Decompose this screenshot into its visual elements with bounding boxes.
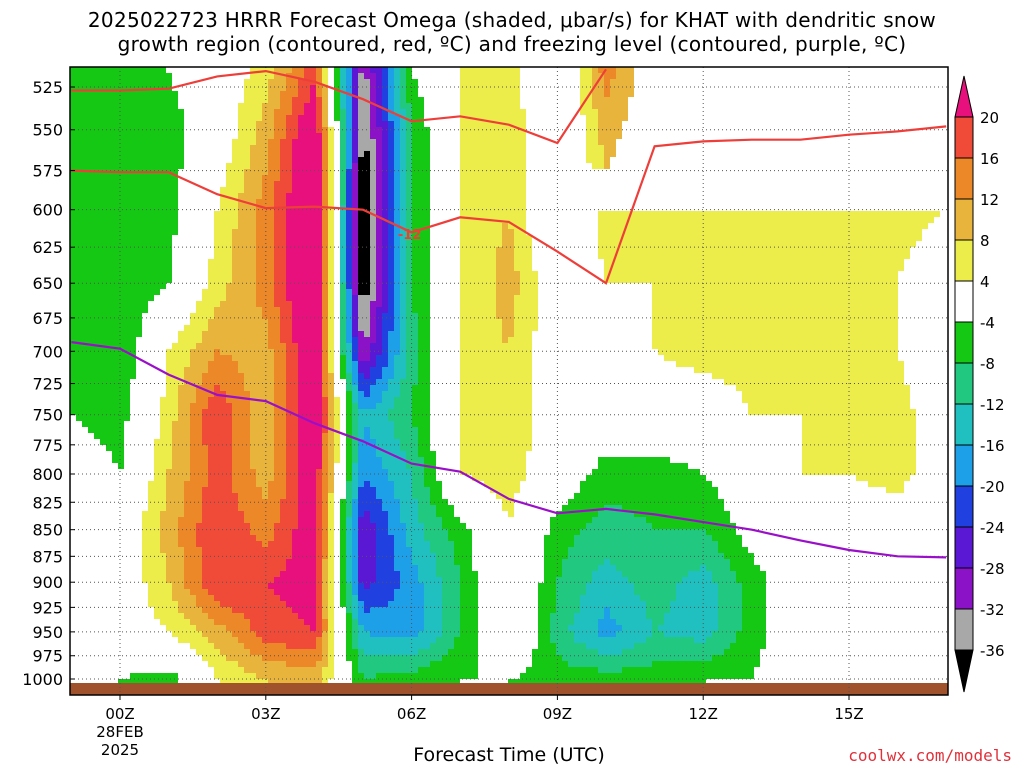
colorbar-label: 4 [980, 273, 990, 291]
chart-title: 2025022723 HRRR Forecast Omega (shaded, … [0, 8, 1024, 56]
colorbar-top-arrow [954, 75, 974, 118]
credit-link[interactable]: coolwx.com/models [848, 746, 1012, 765]
colorbar-box [954, 444, 974, 487]
x-tick-label: 12Z [689, 705, 718, 723]
x-tick-label: 15Z [834, 705, 863, 723]
colorbar-label: -36 [980, 642, 1005, 660]
colorbar-box [954, 403, 974, 446]
y-tick-label: 675 [32, 309, 63, 328]
colorbar-label: 12 [980, 191, 999, 209]
colorbar-box [954, 198, 974, 241]
colorbar-label: -4 [980, 314, 995, 332]
colorbar-label: -20 [980, 478, 1005, 496]
chart-title-line2: growth region (contoured, red, ºC) and f… [117, 32, 907, 56]
y-tick-label: 950 [32, 623, 63, 642]
y-tick-label: 775 [32, 436, 63, 455]
x-tick-label: 03Z [251, 705, 280, 723]
colorbar-box [954, 567, 974, 610]
colorbar-box [954, 526, 974, 569]
y-tick-label: 1000 [22, 670, 63, 689]
series-line-2 [71, 68, 607, 145]
colorbar-box [954, 608, 974, 651]
x-tick-label: 2025 [101, 741, 139, 759]
y-tick-label: 625 [32, 238, 63, 257]
colorbar-label: 8 [980, 232, 990, 250]
colorbar-box [954, 321, 974, 364]
y-tick-label: 825 [32, 493, 63, 512]
ground-strip [70, 683, 948, 695]
colorbar: 20 16 12 8 4 -4 -8 -12 -16 -20 -24 -28 -32 -36 [954, 75, 1005, 693]
colorbar-label: -8 [980, 355, 995, 373]
contour-label: -12 [398, 228, 422, 243]
y-tick-label: 550 [32, 121, 63, 140]
y-tick-label: 525 [32, 78, 63, 97]
y-tick-label: 975 [32, 647, 63, 666]
y-tick-label: 900 [32, 573, 63, 592]
y-tick-label: 700 [32, 342, 63, 361]
y-tick-label: 925 [32, 598, 63, 617]
colorbar-label: -16 [980, 437, 1005, 455]
x-tick-label: 00Z [105, 705, 134, 723]
plot-area: -12 [70, 67, 948, 695]
colorbar-box [954, 362, 974, 405]
colorbar-label: -28 [980, 560, 1005, 578]
series-line-3 [71, 341, 947, 559]
colorbar-box [954, 280, 974, 323]
plot-border [69, 66, 949, 696]
colorbar-box [954, 157, 974, 200]
x-tick-label: 28FEB [96, 723, 143, 741]
colorbar-label: 20 [980, 109, 999, 127]
y-tick-label: 575 [32, 162, 63, 181]
y-tick-label: 650 [32, 274, 63, 293]
x-axis-label: Forecast Time (UTC) [413, 744, 605, 766]
series-line-1 [71, 125, 947, 285]
y-tick-label: 750 [32, 406, 63, 425]
colorbar-box [954, 116, 974, 159]
y-tick-label: 600 [32, 201, 63, 220]
colorbar-box [954, 239, 974, 282]
y-tick-label: 800 [32, 465, 63, 484]
chart-title-line1: 2025022723 HRRR Forecast Omega (shaded, … [87, 8, 937, 32]
x-tick-label: 06Z [397, 705, 426, 723]
colorbar-box [954, 485, 974, 528]
y-tick-label: 850 [32, 521, 63, 540]
colorbar-label: -12 [980, 396, 1005, 414]
omega-shading [70, 67, 940, 695]
colorbar-label: -32 [980, 601, 1005, 619]
x-tick-label: 09Z [543, 705, 572, 723]
colorbar-bottom-arrow [954, 649, 974, 693]
y-tick-label: 875 [32, 547, 63, 566]
colorbar-label: 16 [980, 150, 999, 168]
y-tick-label: 725 [32, 375, 63, 394]
colorbar-label: -24 [980, 519, 1005, 537]
